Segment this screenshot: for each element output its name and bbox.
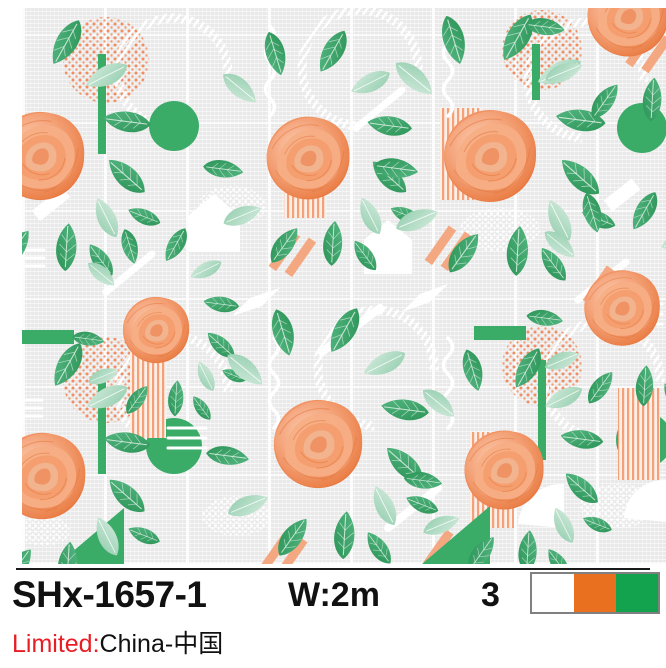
white-dotted-arc <box>539 317 665 443</box>
green-stem <box>98 54 106 154</box>
label-divider-rule <box>16 568 650 570</box>
swatch-chip-green <box>616 574 658 612</box>
white-diagonal-stroke <box>352 86 406 132</box>
product-width: W:2m <box>288 576 380 614</box>
white-dome <box>188 194 240 252</box>
limited-label: Limited: <box>12 630 100 658</box>
white-dot-cloud <box>22 514 70 546</box>
green-stem <box>532 44 540 100</box>
white-triple-line <box>166 426 208 450</box>
green-dash-bar <box>22 330 74 344</box>
white-diagonal-stroke <box>384 484 442 532</box>
white-diamond <box>402 284 448 312</box>
white-dotted-arc <box>297 8 423 131</box>
green-triangle <box>422 506 490 564</box>
white-diagonal-stroke <box>102 250 156 296</box>
limited-region: China-中国 <box>99 630 224 658</box>
white-triple-line <box>22 398 44 418</box>
swatch-chip-orange <box>574 574 616 612</box>
product-code: SHx-1657-1 <box>12 574 207 615</box>
white-diagonal-stroke <box>603 178 641 212</box>
limited-availability-line: Limited:China-中国 <box>12 624 223 660</box>
white-diamond <box>232 288 280 316</box>
white-dome <box>624 479 666 522</box>
fabric-swatch-panel <box>22 8 666 564</box>
white-diagonal-stroke <box>31 186 71 222</box>
white-triple-line <box>22 248 46 268</box>
colorway-swatch <box>530 572 660 614</box>
solid-green-circle <box>149 101 199 151</box>
white-dome <box>518 483 564 528</box>
swatch-chip-white <box>532 574 574 612</box>
green-stem <box>538 360 546 460</box>
white-squiggle <box>267 336 281 430</box>
green-stem <box>98 374 106 474</box>
peach-striped-rectangle <box>618 388 660 480</box>
colorway-count: 3 <box>481 576 500 614</box>
white-dome <box>364 220 412 274</box>
fabric-pattern-image <box>22 8 666 564</box>
fabric-motif-layer <box>22 8 666 564</box>
green-dash-bar <box>474 326 526 340</box>
